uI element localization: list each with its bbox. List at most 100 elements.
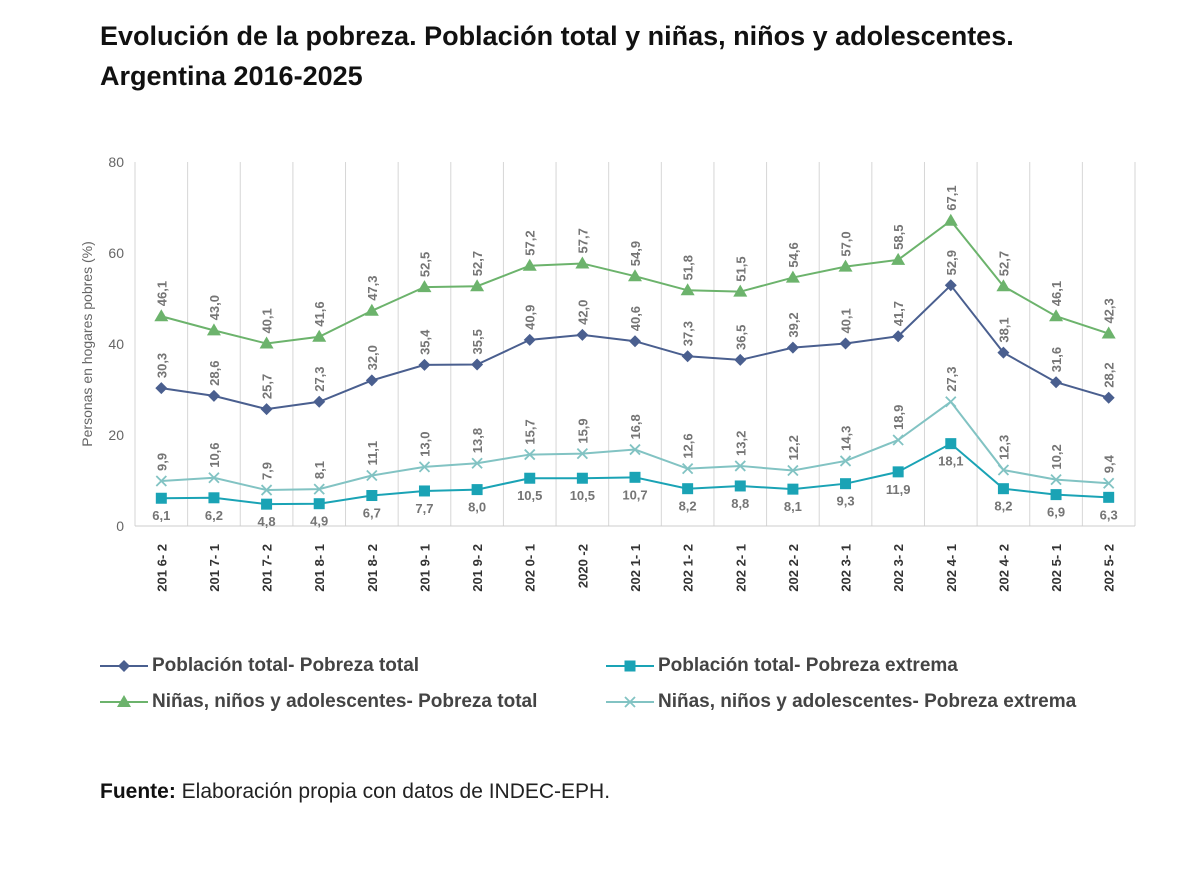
data-label-4: 12,2 [786,435,801,460]
data-label-1: 28,6 [207,361,222,386]
legend-item-3: Niñas, niños y adolescentes- Pobreza tot… [100,688,537,716]
x-tick-label: 202 5- 2 [1102,544,1117,592]
data-label-1: 27,3 [312,366,327,391]
data-point-2 [261,498,273,510]
data-label-4: 13,8 [470,428,485,453]
data-label-3: 51,8 [681,255,696,280]
data-point-2 [1103,491,1115,503]
x-tick-label: 202 1- 1 [628,544,643,592]
data-point-4 [524,448,536,461]
legend-label-4: Niñas, niños y adolescentes- Pobreza ext… [658,691,1077,712]
legend-item-1: Población total- Pobreza total [100,652,419,680]
data-point-4 [945,396,957,408]
data-point-3 [628,269,642,282]
data-label-1: 25,7 [260,374,275,399]
data-point-2 [734,480,746,492]
data-point-3 [364,303,379,316]
data-point-4 [629,443,641,456]
data-label-2: 6,9 [1047,505,1065,520]
data-point-4 [471,457,483,469]
x-tick-label: 201 7- 1 [207,544,222,592]
x-tick-label: 201 9- 1 [417,544,432,592]
data-label-4: 13,0 [417,432,432,457]
data-point-1 [892,330,905,343]
data-label-4: 27,3 [944,366,959,391]
x-tick-label: 201 8- 2 [365,544,380,592]
data-label-1: 39,2 [786,312,801,337]
data-label-2: 8,8 [731,496,749,511]
data-label-3: 47,3 [365,275,380,300]
data-label-4: 12,3 [996,435,1011,460]
data-label-2: 11,9 [886,482,911,497]
data-point-1 [786,341,799,354]
data-label-1: 41,7 [891,301,906,326]
data-label-3: 58,5 [891,225,906,250]
data-point-1 [523,333,536,346]
data-point-2 [313,498,325,510]
data-label-1: 40,6 [628,306,643,331]
data-label-2: 8,0 [468,500,486,515]
data-point-2 [840,478,852,490]
data-point-1 [839,337,852,350]
data-point-4 [155,475,167,487]
data-point-2 [997,483,1009,495]
x-tick-label: 202 2- 1 [733,544,748,592]
data-point-3 [996,279,1011,292]
x-tick-label: 201 8- 1 [312,544,327,592]
data-label-3: 41,6 [312,301,327,326]
chart-title-line-2: Argentina 2016-2025 [100,61,363,91]
data-point-1 [944,279,957,292]
legend-item-4: Niñas, niños y adolescentes- Pobreza ext… [606,688,1076,716]
data-point-2 [208,492,220,504]
data-label-1: 38,1 [996,317,1011,342]
data-label-4: 13,2 [733,431,748,456]
data-point-1 [1102,391,1115,404]
data-label-1: 35,4 [417,329,432,355]
data-label-2: 8,1 [784,499,802,514]
y-tick-label: 80 [108,154,124,170]
y-tick-label: 40 [108,336,124,352]
data-point-4 [681,463,694,475]
data-point-3 [943,213,958,226]
line-chart: 0 20 40 60 80 Personas en hogares pobres (%) 2… [79,154,1136,592]
data-label-1: 37,3 [681,321,696,346]
data-point-3 [154,309,169,322]
data-point-4 [418,461,431,473]
data-point-2 [471,484,483,496]
data-label-2: 6,1 [152,508,170,523]
data-label-4: 14,3 [839,426,854,451]
data-label-2: 6,2 [205,508,223,523]
data-label-2: 7,7 [415,501,433,516]
data-label-4: 16,8 [628,414,643,439]
data-point-2 [787,483,799,495]
legend-item-2: Población total- Pobreza extrema [606,652,958,680]
data-label-3: 57,7 [575,228,590,253]
data-label-3: 51,5 [733,256,748,281]
data-label-1: 28,2 [1102,362,1117,387]
data-label-4: 9,9 [154,453,169,471]
legend-label-1: Población total- Pobreza total [152,655,420,676]
data-label-3: 52,7 [470,251,485,276]
x-tick-label: 202 4- 1 [944,544,959,592]
x-tick-label: 201 7- 2 [260,544,275,592]
data-point-1 [1050,376,1063,389]
data-point-3 [891,252,906,265]
data-point-4 [997,464,1010,476]
data-point-1 [207,389,220,402]
data-label-1: 35,5 [470,329,485,354]
data-label-4: 11,1 [365,441,380,466]
data-label-3: 52,5 [417,252,432,277]
data-point-2 [366,490,378,502]
legend-marker-4 [606,696,654,708]
x-tick-label: 202 2- 2 [786,544,801,592]
data-point-1 [997,346,1010,359]
data-point-1 [681,350,694,363]
data-point-3 [417,280,432,293]
data-label-3: 57,0 [839,231,854,256]
data-label-3: 40,1 [260,308,275,333]
data-label-3: 67,1 [944,185,959,210]
data-point-2 [629,471,641,483]
x-tick-label: 2020 -2 [575,544,590,588]
data-label-2: 6,7 [363,506,381,521]
data-label-4: 7,9 [260,462,275,480]
